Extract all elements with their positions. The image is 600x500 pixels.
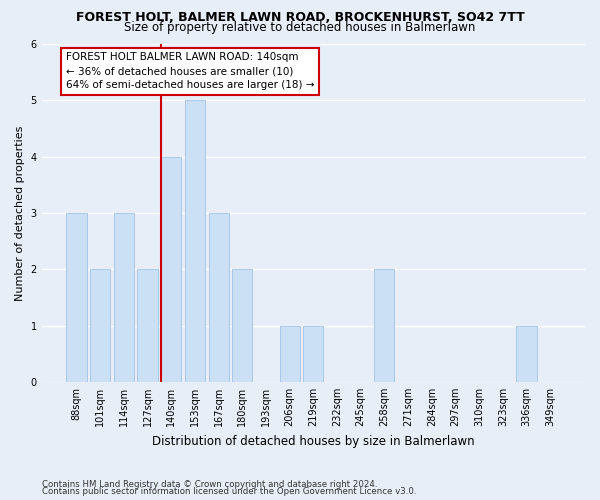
Bar (374, 270, 394, 382)
Bar (90, 270, 110, 382)
Text: Contains HM Land Registry data © Crown copyright and database right 2024.: Contains HM Land Registry data © Crown c… (42, 480, 377, 489)
Bar (303, 326, 323, 382)
Text: FOREST HOLT BALMER LAWN ROAD: 140sqm
← 36% of detached houses are smaller (10)
6: FOREST HOLT BALMER LAWN ROAD: 140sqm ← 3… (66, 52, 314, 90)
Text: Contains public sector information licensed under the Open Government Licence v3: Contains public sector information licen… (42, 488, 416, 496)
X-axis label: Distribution of detached houses by size in Balmerlawn: Distribution of detached houses by size … (152, 434, 475, 448)
Text: Size of property relative to detached houses in Balmerlawn: Size of property relative to detached ho… (124, 22, 476, 35)
Y-axis label: Number of detached properties: Number of detached properties (15, 126, 25, 300)
Bar (161, 156, 181, 382)
Bar (280, 326, 300, 382)
Bar (67, 213, 86, 382)
Bar (114, 213, 134, 382)
Bar (209, 213, 229, 382)
Bar (517, 326, 536, 382)
Bar (232, 270, 253, 382)
Text: FOREST HOLT, BALMER LAWN ROAD, BROCKENHURST, SO42 7TT: FOREST HOLT, BALMER LAWN ROAD, BROCKENHU… (76, 11, 524, 24)
Bar (137, 270, 158, 382)
Bar (185, 100, 205, 382)
